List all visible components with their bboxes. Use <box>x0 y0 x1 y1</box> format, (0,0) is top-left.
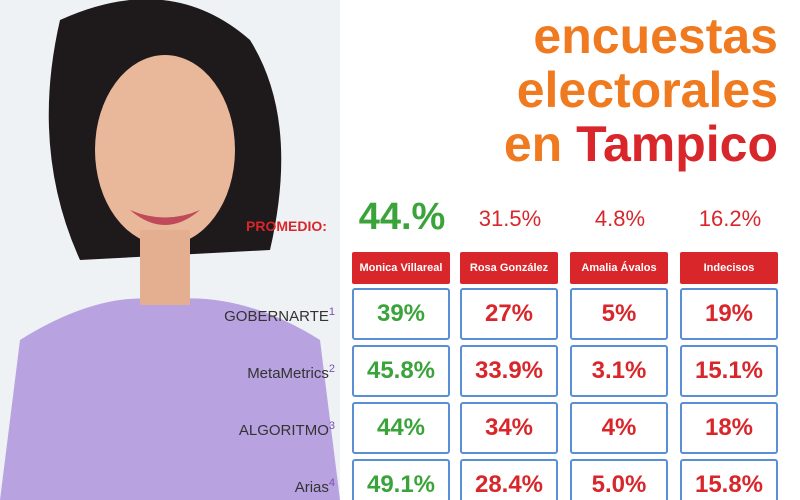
poll-value: 5.0% <box>570 459 668 500</box>
average-value: 44.% <box>358 196 446 238</box>
poll-value: 27% <box>460 288 558 340</box>
pollster: GOBERNARTE1 <box>145 306 335 325</box>
poll-value: 4% <box>570 402 668 454</box>
poll-value: 28.4% <box>460 459 558 500</box>
pollster: MetaMetrics2 <box>145 363 335 382</box>
poll-value: 15.8% <box>680 459 778 500</box>
pollster-name: ALGORITMO <box>238 422 329 439</box>
poll-value: 34% <box>460 402 558 454</box>
poll-value: 18% <box>680 402 778 454</box>
candidate-name: Amalia Ávalos <box>570 252 668 284</box>
poll-value: 49.1% <box>352 459 450 500</box>
title-line: encuestas <box>533 8 778 64</box>
poll-value: 33.9% <box>460 345 558 397</box>
title-line: electorales <box>516 62 778 118</box>
pollster-name: GOBERNARTE <box>224 308 329 325</box>
candidate-name: Monica Villareal <box>352 252 450 284</box>
pollster: Arias4 <box>145 477 335 496</box>
average-value: 31.5% <box>478 206 542 231</box>
poll-value: 3.1% <box>570 345 668 397</box>
average-value: 16.2% <box>698 206 762 231</box>
average-label: PROMEDIO: <box>246 218 327 234</box>
candidate-name: Indecisos <box>680 252 778 284</box>
pollster-rank: 3 <box>328 420 335 432</box>
pollster-rank: 1 <box>328 306 335 318</box>
pollster-name: MetaMetrics <box>247 365 329 382</box>
title-city: Tampico <box>576 116 778 172</box>
average-value: 4.8% <box>594 206 646 231</box>
poll-value: 39% <box>352 288 450 340</box>
title-line: en Tampico <box>504 116 778 172</box>
pollster: ALGORITMO3 <box>145 420 335 439</box>
pollster-rank: 2 <box>328 363 335 375</box>
candidate-name: Rosa González <box>460 252 558 284</box>
pollster-rank: 4 <box>328 477 335 489</box>
poll-value: 45.8% <box>352 345 450 397</box>
title-prefix: en <box>503 116 563 172</box>
pollster-name: Arias <box>294 479 329 496</box>
poll-value: 15.1% <box>680 345 778 397</box>
poll-value: 19% <box>680 288 778 340</box>
poll-value: 44% <box>352 402 450 454</box>
poll-value: 5% <box>570 288 668 340</box>
